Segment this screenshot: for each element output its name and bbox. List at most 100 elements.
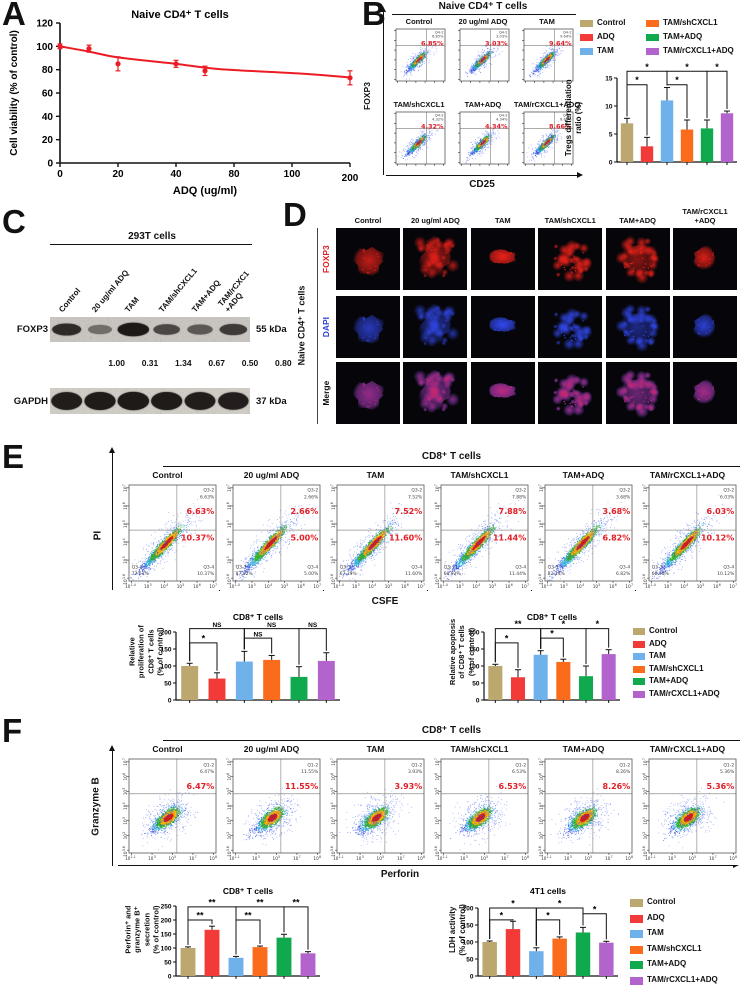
svg-text:CD8⁺ T cells: CD8⁺ T cells [233, 612, 284, 622]
svg-text:ADQ (ug/ml): ADQ (ug/ml) [173, 185, 237, 197]
panel-f-legend-swatch-4 [630, 961, 643, 969]
flow-b-plot-2 [518, 27, 576, 87]
panel-b-legend-swatch-1 [580, 34, 593, 41]
if-image-foxp3-3 [538, 228, 603, 290]
flow-b-plot-0 [390, 27, 448, 87]
panel-b-xlabel: CD25 [469, 179, 495, 190]
flow-f-title-4: TAM+ADQ [562, 744, 605, 754]
svg-text:150: 150 [469, 646, 480, 653]
svg-text:*: * [562, 619, 566, 629]
bar-chart-tregs: 0 5 10 15 * * * * * [605, 62, 737, 166]
densitometry-value-2: 1.34 [175, 358, 192, 368]
if-image-foxp3-2 [470, 228, 535, 290]
svg-text:200: 200 [463, 905, 474, 912]
panel-e-ylabel: PI [92, 530, 104, 541]
panel-f-underline [163, 740, 740, 742]
ldh-ylabel: LDH activity (% of control) [448, 904, 467, 956]
flow-b-plot-1 [454, 27, 512, 87]
if-col-header-2: TAM [494, 215, 511, 225]
svg-text:**: ** [256, 897, 264, 907]
flow-b-title-4: TAM+ADQ [464, 100, 502, 109]
svg-text:15: 15 [605, 75, 613, 82]
svg-text:100: 100 [463, 939, 474, 946]
svg-text:150: 150 [161, 646, 172, 653]
if-row-label-merge: Merge [320, 380, 331, 406]
svg-text:*: * [505, 633, 509, 643]
svg-text:250: 250 [161, 903, 172, 910]
panel-b-legend-swatch-4 [646, 34, 659, 41]
flow-e-plot-4 [532, 483, 635, 595]
densitometry-value-5: 0.80 [275, 358, 292, 368]
panel-f-ylabel: Granzyme B [90, 777, 102, 836]
flow-f-title-3: TAM/shCXCL1 [450, 744, 509, 754]
svg-text:100: 100 [161, 945, 172, 952]
panel-e-legend-swatch-1 [633, 640, 645, 648]
panel-c-mw-protein: 55 kDa [256, 324, 287, 335]
bar-chart-ldh: 0 50 100 150 200 * * * * * 4T1 cells [463, 886, 618, 980]
flow-b-plot-5 [518, 110, 576, 170]
svg-text:80: 80 [42, 65, 54, 76]
svg-text:60: 60 [42, 89, 54, 100]
svg-text:*: * [645, 62, 649, 72]
svg-text:150: 150 [463, 922, 474, 929]
flow-b-plot-3 [390, 110, 448, 170]
flow-f-title-5: TAM/rCXCL1+ADQ [649, 744, 726, 754]
flow-e-plot-1 [220, 483, 323, 595]
panel-f-xlabel: Perforin [380, 869, 420, 880]
svg-text:0: 0 [47, 159, 53, 170]
flow-b-title-3: TAM/shCXCL1 [393, 100, 445, 109]
panel-e-letter: E [2, 438, 25, 475]
panel-c-protein-label: FOXP3 [16, 324, 48, 335]
svg-text:Naive CD4⁺ T cells: Naive CD4⁺ T cells [131, 9, 229, 21]
flow-e-plot-2 [324, 483, 427, 595]
svg-text:**: ** [292, 897, 300, 907]
if-image-merge-3 [538, 362, 603, 424]
svg-text:*: * [558, 899, 562, 909]
panel-f-header: CD8⁺ T cells [421, 725, 482, 736]
svg-text:NS: NS [308, 622, 318, 629]
svg-text:0: 0 [57, 169, 63, 180]
panel-b-xaxis-arrowhead-icon [577, 172, 583, 178]
panel-a-letter: A [2, 0, 26, 32]
flow-e-plot-0 [116, 483, 219, 595]
panel-b-legend-label-4: TAM+ADQ [663, 32, 703, 41]
if-col-header-1: 20 ug/ml ADQ [410, 215, 460, 225]
if-image-dapi-1 [403, 296, 468, 358]
panel-f-legend-swatch-0 [630, 899, 643, 907]
flow-f-title-1: 20 ug/ml ADQ [243, 744, 300, 754]
panel-e-legend-swatch-0 [633, 628, 645, 635]
panel-b-underline [392, 14, 576, 16]
if-image-foxp3-5 [673, 228, 737, 290]
flow-b-plot-4 [454, 110, 512, 170]
flow-e-plot-3 [428, 483, 531, 595]
flow-f-title-0: Control [152, 744, 183, 754]
flow-f-plot-1 [220, 757, 323, 865]
svg-text:5: 5 [609, 131, 613, 138]
panel-c-underline [50, 244, 252, 246]
densitometry-value-0: 1.00 [108, 358, 125, 368]
svg-text:40: 40 [170, 169, 182, 180]
flow-f-plot-4 [532, 757, 635, 865]
panel-f-legend-swatch-3 [630, 945, 643, 954]
panel-e-xlabel: CSFE [371, 596, 399, 607]
svg-text:CD8⁺ T cells: CD8⁺ T cells [527, 612, 578, 622]
flow-f-plot-0 [116, 757, 219, 865]
flow-e-title-5: TAM/rCXCL1+ADQ [649, 470, 726, 480]
panel-e-legend-swatch-5 [633, 690, 645, 698]
panel-e-legend-label-2: TAM [649, 651, 666, 660]
if-image-dapi-4 [605, 296, 670, 358]
svg-text:100: 100 [161, 663, 172, 670]
tregs-ylabel: Tregs differentiation ratio (%) [564, 79, 583, 157]
svg-text:100: 100 [284, 169, 301, 180]
panel-e-legend-swatch-4 [633, 678, 645, 685]
flow-e-plot-5 [636, 483, 739, 595]
svg-text:40: 40 [42, 112, 54, 123]
panel-f-legend-label-0: Control [647, 897, 676, 906]
svg-text:*: * [635, 75, 639, 85]
panel-e-legend-label-5: TAM/rCXCL1+ADQ [649, 688, 720, 698]
panel-b-legend-label-1: ADQ [597, 32, 615, 41]
blot-foxp3 [50, 317, 250, 342]
panel-e-underline [163, 466, 740, 468]
panel-e-yaxis-arrowhead-icon [109, 447, 115, 453]
